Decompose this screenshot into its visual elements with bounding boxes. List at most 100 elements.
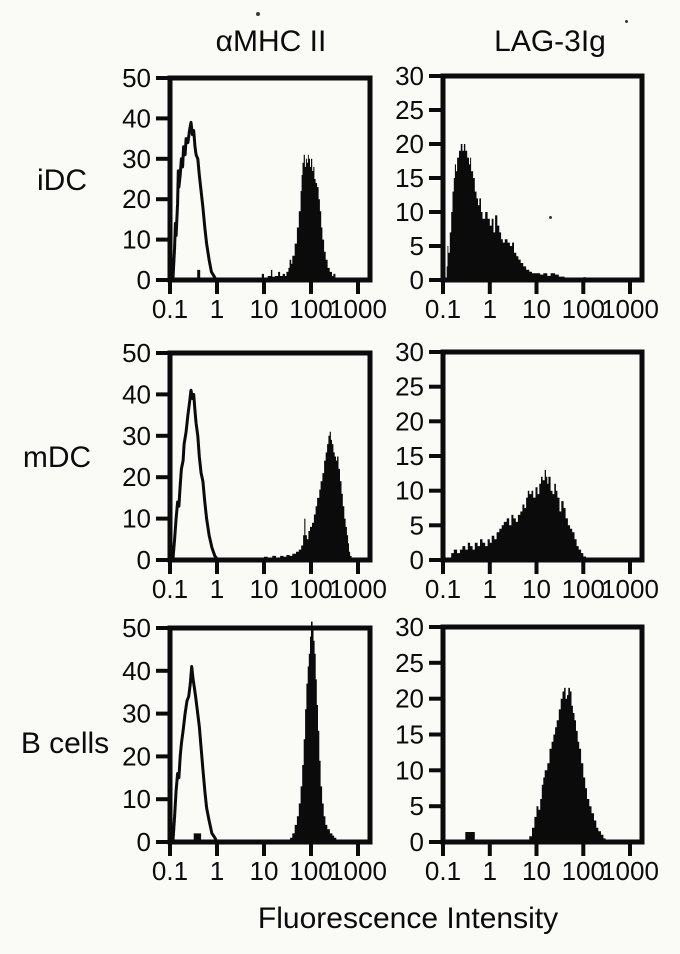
y-tick-label: 20 — [395, 406, 424, 436]
plot-frame — [167, 75, 373, 283]
y-tick-label: 25 — [395, 95, 424, 125]
y-tick-label: 10 — [395, 197, 424, 227]
x-tick-label: 0.1 — [152, 294, 188, 324]
y-tick-label: 0 — [410, 545, 424, 575]
column-header-lag3ig: LAG-3Ig — [494, 25, 606, 58]
y-tick-label: 50 — [122, 613, 151, 643]
x-tick-label: 100 — [289, 856, 332, 886]
y-tick-label: 30 — [122, 699, 151, 729]
filled-histogram — [261, 431, 354, 560]
x-axis-title: Fluorescence Intensity — [257, 902, 559, 935]
y-tick-label: 10 — [122, 504, 151, 534]
x-tick-label: 0.1 — [425, 574, 461, 604]
x-tick-label: 10 — [522, 574, 551, 604]
filled-histogram — [192, 621, 339, 842]
plot-frame — [167, 350, 373, 563]
y-tick-label: 30 — [122, 144, 151, 174]
y-tick-label: 30 — [395, 61, 424, 91]
y-tick-label: 20 — [395, 684, 424, 714]
x-tick-label: 10 — [250, 574, 279, 604]
y-tick-label: 10 — [122, 225, 151, 255]
scan-speck — [625, 20, 628, 23]
y-tick-label: 20 — [395, 129, 424, 159]
y-tick-label: 20 — [122, 184, 151, 214]
y-tick-label: 10 — [395, 476, 424, 506]
x-tick-label: 1000 — [601, 294, 659, 324]
plot-frame — [440, 624, 645, 845]
y-tick-label: 50 — [122, 338, 151, 368]
open-histogram — [171, 388, 220, 561]
x-tick-label: 1 — [483, 574, 497, 604]
row-label-idc: iDC — [37, 164, 87, 197]
open-histogram — [171, 665, 219, 843]
plot-frame — [440, 349, 645, 563]
y-tick-label: 40 — [122, 656, 151, 686]
y-tick-label: 50 — [122, 63, 151, 93]
x-tick-label: 1000 — [601, 856, 659, 886]
y-tick-label: 25 — [395, 372, 424, 402]
x-tick-label: 1000 — [329, 574, 387, 604]
y-tick-label: 30 — [395, 612, 424, 642]
y-tick-label: 5 — [410, 231, 424, 261]
x-tick-label: 0.1 — [152, 856, 188, 886]
x-tick-label: 0.1 — [425, 294, 461, 324]
filled-histogram — [195, 154, 339, 280]
x-tick-label: 100 — [562, 574, 605, 604]
x-tick-label: 1 — [483, 294, 497, 324]
column-header-amhc2: αMHC II — [215, 25, 327, 58]
plot-frame — [440, 73, 645, 283]
x-tick-label: 10 — [250, 856, 279, 886]
y-tick-label: 0 — [410, 265, 424, 295]
y-tick-label: 15 — [395, 441, 424, 471]
filled-histogram — [463, 687, 606, 842]
plot-frame — [167, 625, 373, 845]
filled-histogram — [448, 469, 587, 560]
x-tick-label: 100 — [562, 294, 605, 324]
x-tick-label: 100 — [289, 574, 332, 604]
y-tick-label: 0 — [137, 265, 151, 295]
y-tick-label: 40 — [122, 379, 151, 409]
y-tick-label: 0 — [137, 545, 151, 575]
y-tick-label: 15 — [395, 163, 424, 193]
y-tick-label: 0 — [137, 827, 151, 857]
x-tick-label: 1000 — [329, 856, 387, 886]
y-tick-label: 20 — [122, 462, 151, 492]
x-tick-label: 1 — [210, 856, 224, 886]
x-tick-label: 10 — [522, 294, 551, 324]
x-tick-label: 100 — [562, 856, 605, 886]
filled-histogram — [444, 144, 587, 280]
x-tick-label: 1000 — [329, 294, 387, 324]
row-label-mdc: mDC — [22, 441, 92, 474]
y-tick-label: 20 — [122, 741, 151, 771]
x-tick-label: 1 — [210, 574, 224, 604]
scan-speck — [256, 12, 260, 16]
x-tick-label: 1000 — [601, 574, 659, 604]
y-tick-label: 10 — [122, 784, 151, 814]
y-tick-label: 5 — [410, 791, 424, 821]
scan-speck — [549, 216, 552, 219]
y-tick-label: 5 — [410, 510, 424, 540]
y-tick-label: 40 — [122, 103, 151, 133]
row-label-bcells: B cells — [20, 727, 110, 760]
x-tick-label: 0.1 — [152, 574, 188, 604]
y-tick-label: 30 — [122, 421, 151, 451]
x-tick-label: 1 — [483, 856, 497, 886]
x-tick-label: 10 — [250, 294, 279, 324]
x-tick-label: 10 — [522, 856, 551, 886]
y-tick-label: 15 — [395, 720, 424, 750]
y-tick-label: 0 — [410, 827, 424, 857]
open-histogram — [171, 120, 218, 281]
x-tick-label: 100 — [289, 294, 332, 324]
y-tick-label: 10 — [395, 755, 424, 785]
y-tick-label: 25 — [395, 648, 424, 678]
x-tick-label: 1 — [210, 294, 224, 324]
y-tick-label: 30 — [395, 337, 424, 367]
